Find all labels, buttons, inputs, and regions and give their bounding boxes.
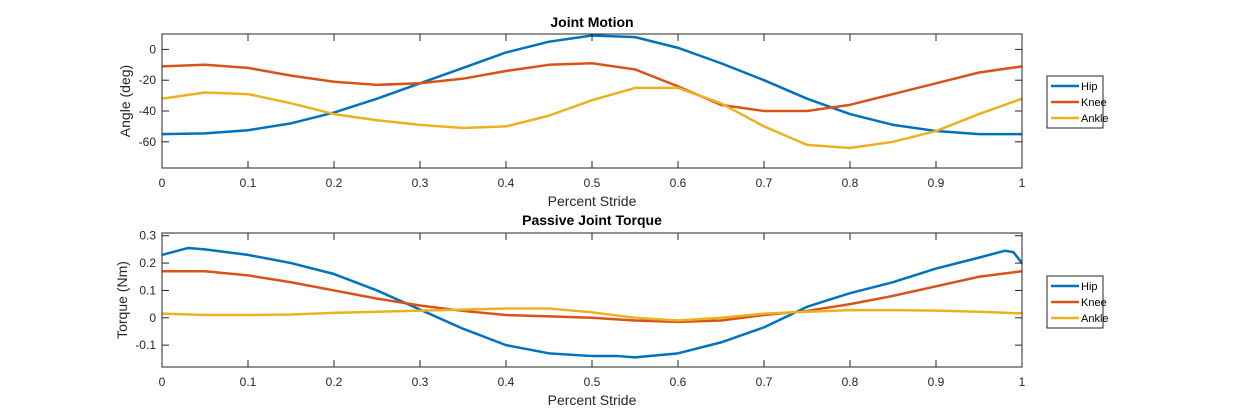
- y-tick-label: -40: [139, 104, 157, 118]
- y-tick-label: 0: [149, 311, 156, 325]
- x-tick-label: 0.2: [326, 176, 343, 190]
- series-line-knee: [162, 62, 1022, 113]
- y-axis-label: Angle (deg): [117, 65, 133, 137]
- x-tick-label: 0.4: [498, 375, 515, 389]
- legend-label-knee: Knee: [1081, 297, 1107, 309]
- y-tick-label: 0.3: [139, 229, 156, 243]
- y-tick-label: -20: [139, 73, 157, 87]
- legend-label-ankle: Ankle: [1081, 113, 1109, 125]
- legend: Hip Knee Ankle: [1046, 275, 1109, 329]
- x-tick-label: 0.2: [326, 375, 343, 389]
- legend-label-hip: Hip: [1081, 81, 1098, 93]
- legend: Hip Knee Ankle: [1046, 75, 1109, 129]
- y-tick-label: 0: [149, 42, 156, 56]
- x-tick-label: 0: [159, 176, 166, 190]
- passive-joint-torque-panel: Passive Joint Torque Percent Stride Torq…: [114, 212, 1109, 408]
- x-tick-label: 1: [1019, 176, 1026, 190]
- x-tick-label: 0.6: [670, 176, 687, 190]
- series-group: [162, 34, 1022, 150]
- y-axis-label: Torque (Nm): [114, 261, 130, 339]
- x-tick-label: 1: [1019, 375, 1026, 389]
- x-tick-label: 0: [159, 375, 166, 389]
- x-tick-label: 0.8: [842, 176, 859, 190]
- x-tick-label: 0.3: [412, 176, 429, 190]
- joint-motion-panel: Joint Motion Percent Stride Angle (deg) …: [117, 14, 1109, 209]
- series-line-ankle: [162, 86, 1022, 150]
- series-line-hip: [162, 34, 1022, 136]
- x-axis-label: Percent Stride: [548, 193, 637, 209]
- series-line-hip: [162, 246, 1022, 359]
- x-tick-label: 0.4: [498, 176, 515, 190]
- series-line-ankle: [162, 307, 1022, 322]
- y-tick-label: -0.1: [135, 338, 156, 352]
- x-tick-label: 0.9: [928, 375, 945, 389]
- x-tick-label: 0.5: [584, 176, 601, 190]
- legend-label-hip: Hip: [1081, 281, 1098, 293]
- legend-label-knee: Knee: [1081, 97, 1107, 109]
- chart-title: Joint Motion: [550, 14, 633, 30]
- y-tick-label: 0.1: [139, 283, 156, 297]
- y-tick-label: -60: [139, 135, 157, 149]
- x-tick-label: 0.1: [240, 176, 257, 190]
- series-line-knee: [162, 270, 1022, 324]
- x-tick-label: 0.6: [670, 375, 687, 389]
- chart-title: Passive Joint Torque: [522, 212, 662, 228]
- x-tick-label: 0.8: [842, 375, 859, 389]
- plot-area-frame: [161, 232, 1023, 368]
- series-group: [162, 246, 1022, 359]
- x-tick-label: 0.5: [584, 375, 601, 389]
- legend-label-ankle: Ankle: [1081, 313, 1109, 325]
- x-tick-label: 0.3: [412, 375, 429, 389]
- x-tick-label: 0.1: [240, 375, 257, 389]
- y-tick-label: 0.2: [139, 256, 156, 270]
- x-tick-label: 0.7: [756, 176, 773, 190]
- x-axis-label: Percent Stride: [548, 392, 637, 408]
- x-tick-label: 0.9: [928, 176, 945, 190]
- x-tick-label: 0.7: [756, 375, 773, 389]
